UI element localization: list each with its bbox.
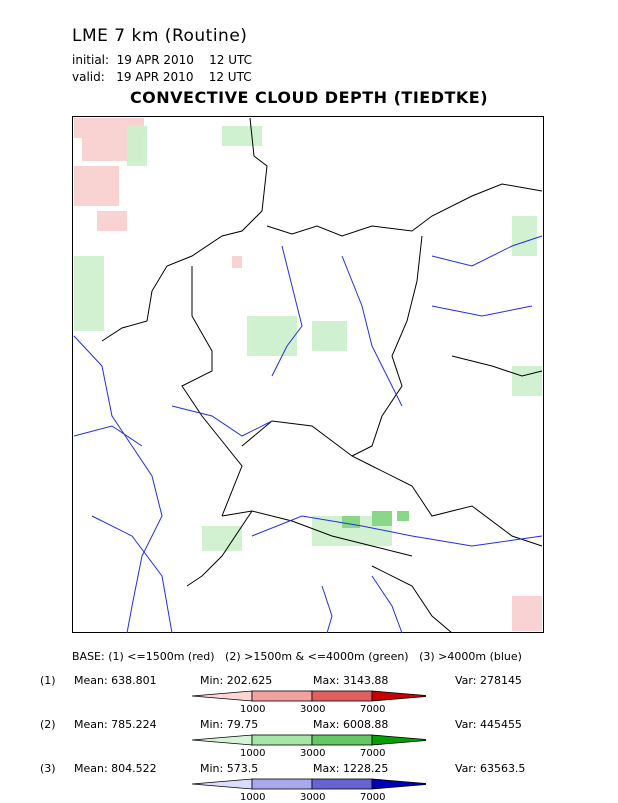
- stat-max: Max: 3143.88: [313, 674, 389, 687]
- colorbar-tick-label: 3000: [300, 792, 326, 803]
- stat-min: Min: 79.75: [200, 718, 259, 731]
- stat-var: Var: 445455: [455, 718, 522, 731]
- colorbar: [191, 734, 426, 746]
- colorbar-segment: [371, 734, 426, 746]
- colorbar-segment: [311, 690, 373, 702]
- colorbar-segment: [371, 778, 426, 790]
- stat-max: Max: 6008.88: [313, 718, 389, 731]
- map-title: CONVECTIVE CLOUD DEPTH (TIEDTKE): [129, 88, 489, 107]
- stat-min: Min: 202.625: [200, 674, 273, 687]
- shallow-convection-area: [74, 118, 542, 631]
- initial-time: initial: 19 APR 2010 12 UTC: [72, 53, 253, 67]
- colorbar-segment: [191, 778, 253, 790]
- stat-var: Var: 63563.5: [455, 762, 526, 775]
- colorbar: [191, 690, 426, 702]
- colorbar-segment: [371, 690, 426, 702]
- colorbar-segment: [251, 778, 313, 790]
- colorbar-segment: [251, 690, 313, 702]
- colorbar-segment: [191, 734, 253, 746]
- colorbar-tick-label: 7000: [360, 704, 386, 715]
- model-title: LME 7 km (Routine): [72, 26, 248, 46]
- rivers: [73, 235, 543, 633]
- borders: [101, 117, 543, 633]
- colorbar-tick-label: 1000: [240, 748, 266, 759]
- base-legend-note: BASE: (1) <=1500m (red) (2) >1500m & <=4…: [72, 650, 522, 663]
- colorbar-segment: [311, 778, 373, 790]
- stats-row: (1) Mean: 638.801 Min: 202.625 Max: 3143.88…: [0, 674, 618, 715]
- stat-index: (1): [40, 674, 56, 687]
- stat-mean: Mean: 638.801: [74, 674, 157, 687]
- alpine-convection-area: [342, 511, 409, 528]
- stats-row: (2) Mean: 785.224 Min: 79.75 Max: 6008.88 Va…: [0, 718, 618, 759]
- colorbar-segment: [311, 734, 373, 746]
- colorbar: [191, 778, 426, 790]
- stat-min: Min: 573.5: [200, 762, 259, 775]
- map-panel: [72, 116, 544, 633]
- colorbar-tick-label: 3000: [300, 704, 326, 715]
- stat-index: (3): [40, 762, 56, 775]
- colorbar-tick-label: 1000: [240, 792, 266, 803]
- colorbar-segment: [251, 734, 313, 746]
- stats-row: (3) Mean: 804.522 Min: 573.5 Max: 1228.25 Va…: [0, 762, 618, 803]
- stat-index: (2): [40, 718, 56, 731]
- stat-mean: Mean: 785.224: [74, 718, 157, 731]
- colorbar-tick-label: 7000: [360, 792, 386, 803]
- stat-mean: Mean: 804.522: [74, 762, 157, 775]
- valid-time: valid: 19 APR 2010 12 UTC: [72, 70, 252, 84]
- colorbar-segment: [191, 690, 253, 702]
- colorbar-tick-label: 1000: [240, 704, 266, 715]
- colorbar-tick-label: 7000: [360, 748, 386, 759]
- colorbar-tick-label: 3000: [300, 748, 326, 759]
- stat-max: Max: 1228.25: [313, 762, 389, 775]
- stat-var: Var: 278145: [455, 674, 522, 687]
